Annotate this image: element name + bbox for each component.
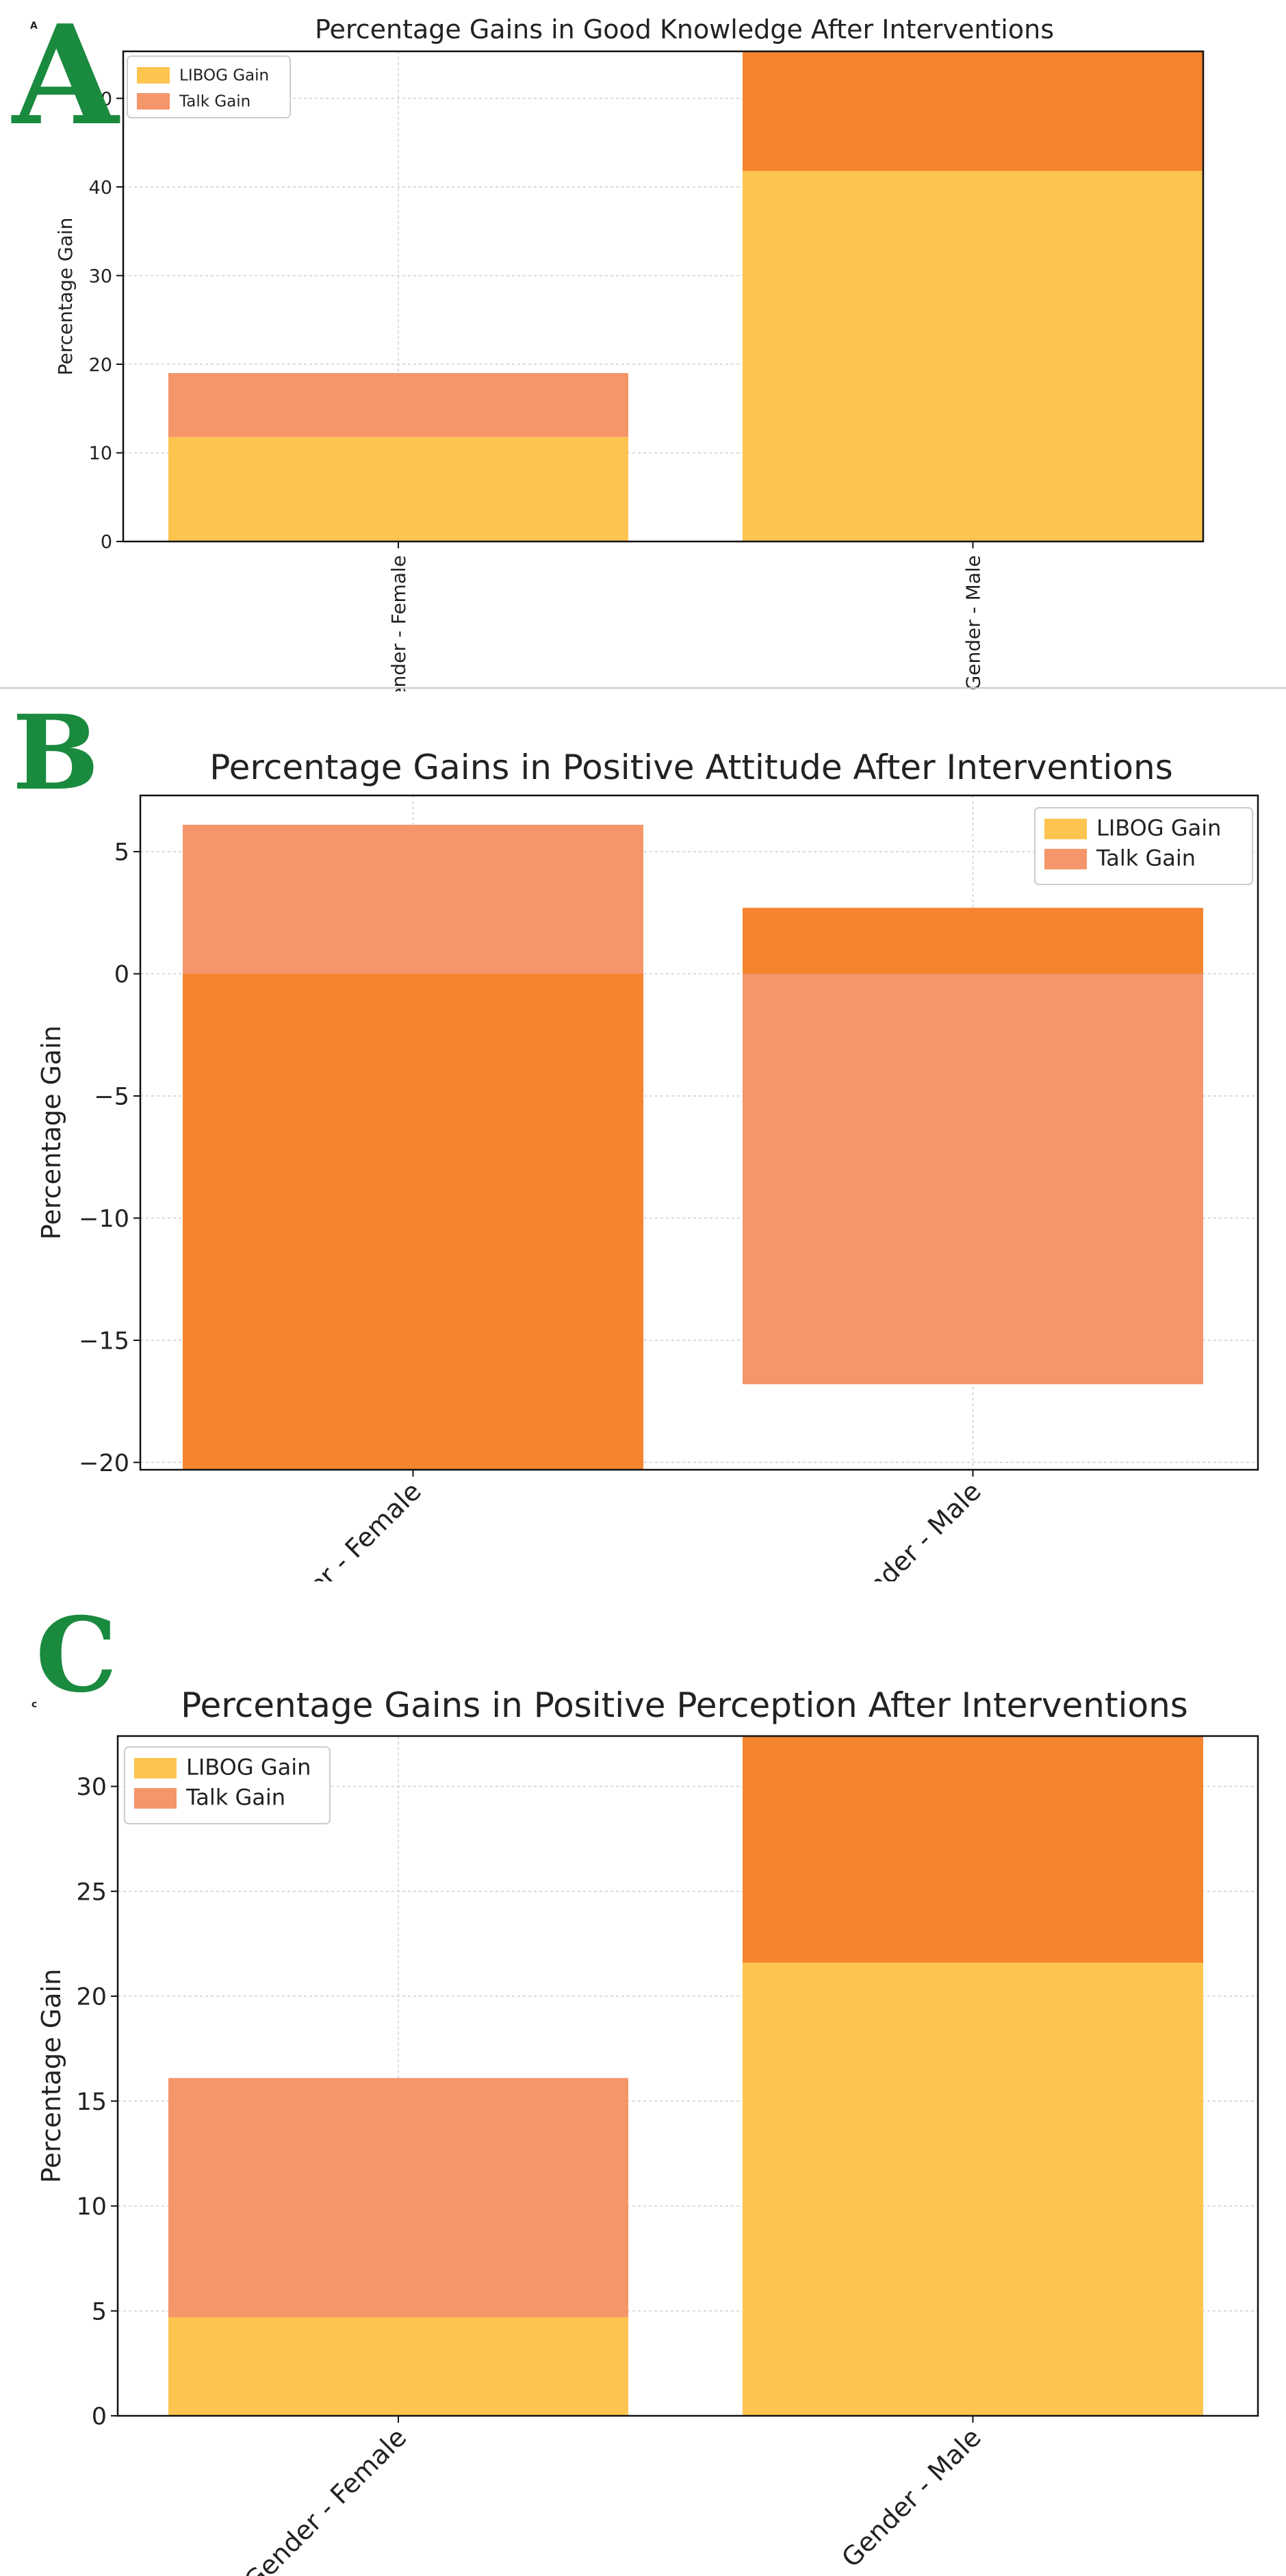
chart-a-ytick-label: 50 xyxy=(89,88,112,110)
chart-c-xtick-label: Gender - Male xyxy=(836,2422,987,2573)
chart-c-legend-swatch-libog xyxy=(134,1758,177,1778)
chart-c-svg: 0 5 10 15 20 25 30 Gender - Female Gender - Male… xyxy=(31,1595,1259,2576)
chart-b-xtick-label: Gender - Female xyxy=(253,1476,427,1581)
chart-c-ytick-label: 20 xyxy=(76,1984,107,2011)
chart-c-ytick-label: 10 xyxy=(76,2193,107,2221)
chart-c-ylabel: Percentage Gain xyxy=(36,1969,66,2183)
chart-a-legend-swatch-talk xyxy=(137,93,170,110)
chart-b-panel-letter: B xyxy=(12,693,99,813)
chart-b-axes-frame xyxy=(139,794,1259,1471)
chart-a-bar-libog-1 xyxy=(743,170,1203,541)
chart-a-ytick-label: 0 xyxy=(101,532,112,553)
chart-a-svg: 0 10 20 30 40 50 Gender - Female Gender - Male P… xyxy=(0,0,1286,691)
chart-b-svg: −20 −15 −10 −5 0 5 Gender - Female Gender - Mal… xyxy=(12,693,1259,1581)
chart-b-bar-libog-0 xyxy=(183,973,643,1470)
chart-b-bar-talk-1 xyxy=(743,973,1203,1385)
chart-c-ytick-label: 5 xyxy=(92,2298,107,2325)
chart-b-ytick-label: 5 xyxy=(114,839,129,867)
chart-b-ytick-label: 0 xyxy=(114,961,129,989)
chart-c-small-label: c xyxy=(31,1699,37,1710)
chart-b-ytick-label: −20 xyxy=(79,1450,129,1477)
chart-b-ytick-label: −10 xyxy=(79,1206,129,1233)
chart-a-legend-swatch-libog xyxy=(137,67,170,84)
chart-a-xtick-label: Gender - Male xyxy=(962,555,985,690)
chart-c-axes-frame xyxy=(116,1735,1259,2417)
chart-b-ytick-label: −5 xyxy=(94,1084,129,1111)
chart-panel-c: 0 5 10 15 20 25 30 Gender - Female Gender - Male… xyxy=(0,1581,1286,2576)
chart-a-legend-label-libog: LIBOG Gain xyxy=(179,67,269,85)
chart-a-bar-libog-0 xyxy=(168,437,628,541)
chart-a-ylabel: Percentage Gain xyxy=(54,218,77,376)
chart-c-ytick-label: 0 xyxy=(92,2403,107,2431)
chart-b-legend-label-talk: Talk Gain xyxy=(1096,845,1196,871)
chart-panel-b: −20 −15 −10 −5 0 5 Gender - Female Gender - Mal… xyxy=(0,691,1286,1581)
chart-c-ytick-label: 30 xyxy=(76,1774,107,1801)
chart-c-ytick-label: 25 xyxy=(76,1878,107,1906)
chart-a-panel-letter: A xyxy=(11,0,120,156)
chart-c-bar-libog-0 xyxy=(168,2317,628,2416)
chart-c-legend-swatch-talk xyxy=(134,1788,177,1809)
chart-a-bar-talk-0 xyxy=(168,372,628,437)
chart-a-ytick-label: 30 xyxy=(89,266,112,287)
chart-c-xtick-label: Gender - Female xyxy=(238,2422,412,2576)
chart-c-title: Percentage Gains in Positive Perception … xyxy=(181,1685,1188,1725)
chart-a-ytick-label: 40 xyxy=(89,177,112,199)
chart-c-panel-letter: C xyxy=(36,1595,117,1716)
chart-panel-a: 0 10 20 30 40 50 Gender - Female Gender - Male P… xyxy=(0,0,1286,691)
chart-b-bar-libog-1 xyxy=(743,908,1203,974)
chart-b-legend-swatch-libog xyxy=(1044,819,1087,839)
chart-a-xtick-label: Gender - Female xyxy=(387,555,410,691)
chart-c-legend-label-talk: Talk Gain xyxy=(185,1785,285,1811)
chart-b-bar-talk-0 xyxy=(183,824,643,974)
chart-b-legend-label-libog: LIBOG Gain xyxy=(1096,815,1221,841)
chart-b-title: Percentage Gains in Positive Attitude Af… xyxy=(209,748,1173,787)
chart-b-legend-swatch-talk xyxy=(1044,849,1087,869)
chart-c-legend-label-libog: LIBOG Gain xyxy=(186,1755,311,1781)
chart-a-title: Percentage Gains in Good Knowledge After… xyxy=(315,14,1054,44)
chart-c-bar-talk-0 xyxy=(168,2078,628,2317)
chart-a-legend-label-talk: Talk Gain xyxy=(179,93,250,111)
chart-b-legend xyxy=(1034,807,1253,885)
chart-a-ytick-label: 20 xyxy=(89,355,112,376)
chart-c-bar-libog-1 xyxy=(743,1963,1203,2416)
chart-c-ytick-label: 15 xyxy=(76,2089,107,2116)
chart-a-ytick-label: 10 xyxy=(89,443,112,464)
chart-c-bar-talk-1 xyxy=(743,1736,1203,1963)
chart-b-small-label: B xyxy=(31,748,39,758)
chart-a-bar-talk-1 xyxy=(743,51,1203,171)
chart-b-ytick-label: −15 xyxy=(79,1327,129,1355)
chart-a-small-label: A xyxy=(30,21,38,31)
chart-a-axes-frame xyxy=(122,50,1205,543)
chart-b-ylabel: Percentage Gain xyxy=(36,1025,66,1240)
chart-b-xtick-label: Gender - Male xyxy=(836,1476,987,1581)
